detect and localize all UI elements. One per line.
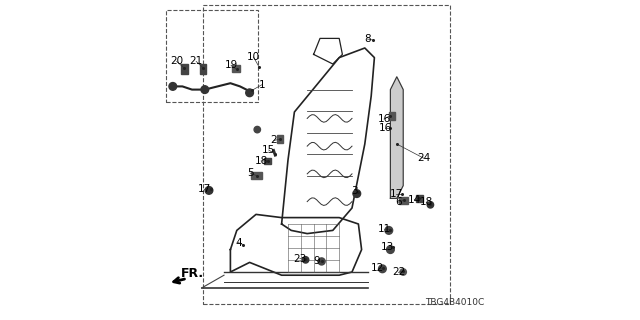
Text: 24: 24 [417, 153, 431, 164]
Text: 17: 17 [198, 184, 211, 195]
Circle shape [353, 190, 361, 197]
Circle shape [428, 202, 434, 208]
Text: 16: 16 [378, 123, 392, 133]
Text: 19: 19 [225, 60, 237, 70]
Bar [416, 195, 423, 202]
Text: 2: 2 [271, 135, 277, 146]
Text: 4: 4 [235, 237, 242, 248]
Circle shape [169, 83, 177, 90]
Circle shape [303, 257, 309, 263]
Text: 8: 8 [364, 34, 371, 44]
Circle shape [246, 89, 253, 97]
Bar [166, 10, 257, 102]
Text: 13: 13 [381, 242, 394, 252]
Bar [204, 5, 450, 304]
Text: 14: 14 [408, 195, 421, 205]
Text: FR.: FR. [181, 267, 204, 280]
Text: 18: 18 [255, 156, 268, 166]
Text: 1: 1 [259, 80, 265, 90]
Circle shape [400, 269, 406, 275]
Polygon shape [390, 77, 403, 198]
Bar [232, 65, 240, 72]
Circle shape [379, 265, 386, 273]
Text: 15: 15 [262, 145, 275, 155]
Text: 22: 22 [392, 267, 405, 277]
Bar [399, 197, 408, 204]
Text: 23: 23 [293, 253, 307, 264]
Circle shape [254, 126, 260, 133]
Text: 9: 9 [314, 256, 320, 266]
Bar [264, 158, 271, 164]
Text: 17: 17 [390, 189, 403, 199]
Text: 18: 18 [420, 197, 433, 207]
Text: 16: 16 [378, 114, 390, 124]
Bar [251, 172, 262, 179]
Text: 3: 3 [351, 186, 358, 196]
Bar [181, 64, 188, 74]
Text: 6: 6 [395, 197, 402, 207]
Text: TBG4B4010C: TBG4B4010C [425, 298, 484, 307]
Text: 21: 21 [189, 56, 203, 67]
Text: 10: 10 [247, 52, 260, 62]
Text: 11: 11 [378, 224, 391, 235]
Bar [388, 112, 395, 120]
Text: 20: 20 [170, 56, 183, 67]
Circle shape [387, 246, 394, 253]
Text: 5: 5 [247, 168, 253, 178]
Circle shape [318, 258, 325, 265]
Text: 12: 12 [371, 263, 385, 273]
Circle shape [205, 187, 212, 194]
Bar [277, 135, 283, 143]
Circle shape [201, 86, 209, 93]
Circle shape [385, 227, 392, 234]
Bar [200, 64, 206, 74]
